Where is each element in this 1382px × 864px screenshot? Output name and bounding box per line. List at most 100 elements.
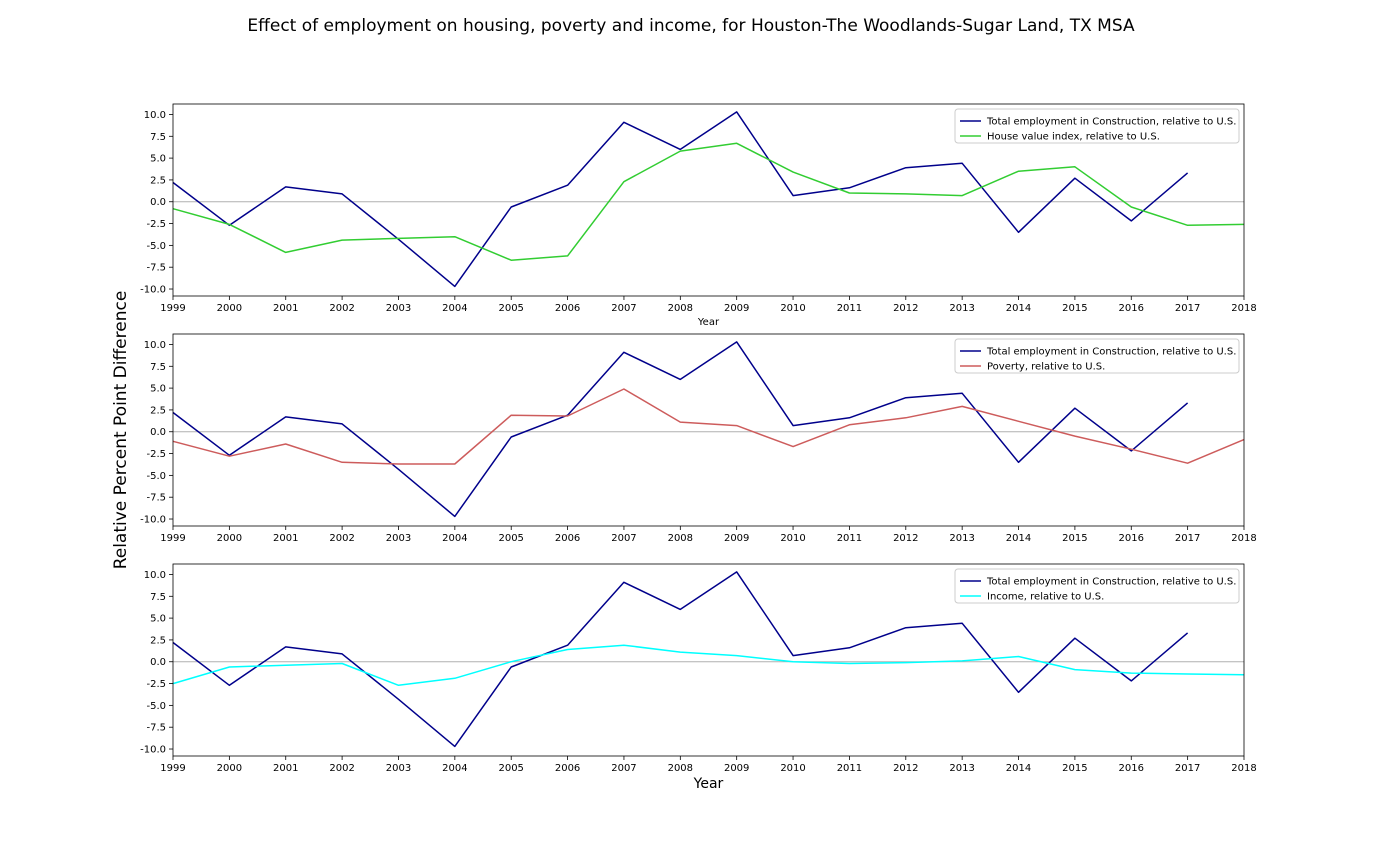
y-tick-label: -10.0 [140,285,166,296]
x-tick-label: 2010 [780,533,805,544]
x-axis-label: Year [697,317,720,328]
x-tick-label: 2001 [273,533,298,544]
y-tick-label: 5.0 [150,154,166,165]
y-tick-label: 5.0 [150,384,166,395]
x-tick-label: 2004 [442,533,467,544]
x-tick-label: 2001 [273,303,298,314]
x-tick-label: 2017 [1175,533,1200,544]
figure-y-axis-label: Relative Percent Point Difference [111,291,131,570]
x-tick-label: 2017 [1175,303,1200,314]
y-tick-label: 2.5 [150,635,166,646]
x-tick-label: 2015 [1062,763,1087,774]
x-tick-label: 2012 [893,533,918,544]
y-tick-label: 10.0 [144,110,166,121]
x-tick-label: 2017 [1175,763,1200,774]
x-tick-label: 2013 [949,533,974,544]
y-tick-label: 7.5 [150,592,166,603]
x-tick-label: 2014 [1006,533,1031,544]
x-tick-label: 2007 [611,303,636,314]
legend-box [954,108,1240,144]
x-tick-label: 2008 [668,303,693,314]
x-tick-label: 2007 [611,533,636,544]
x-tick-label: 2006 [555,763,580,774]
y-tick-label: -2.5 [146,679,166,690]
y-tick-label: -10.0 [140,745,166,756]
x-tick-label: 2002 [329,763,354,774]
series-line-construction-employment [172,111,1189,288]
legend: Total employment in Construction, relati… [954,108,1240,144]
x-tick-label: 2000 [217,303,242,314]
axes-frame [172,563,1245,757]
x-tick-label: 2014 [1006,303,1031,314]
x-tick-label: 2012 [893,763,918,774]
x-tick-label: 2014 [1006,763,1031,774]
x-tick-label: 2015 [1062,533,1087,544]
x-tick-label: 2016 [1119,303,1144,314]
y-tick-label: 5.0 [150,614,166,625]
legend-box [954,568,1240,604]
y-tick-label: 0.0 [150,197,166,208]
x-tick-label: 2016 [1119,533,1144,544]
x-tick-label: 2011 [837,763,862,774]
x-tick-label: 2003 [386,303,411,314]
x-tick-label: 2004 [442,763,467,774]
x-tick-label: 1999 [160,763,185,774]
legend: Total employment in Construction, relati… [954,568,1240,604]
x-axis-label: Year [693,776,724,792]
x-tick-label: 2016 [1119,763,1144,774]
x-tick-label: 2018 [1231,763,1256,774]
x-tick-label: 2015 [1062,303,1087,314]
x-tick-label: 2008 [668,763,693,774]
x-tick-label: 2006 [555,303,580,314]
legend-entry-label: Income, relative to U.S. [987,592,1104,603]
legend-entry-label: Total employment in Construction, relati… [986,117,1236,128]
x-tick-label: 2012 [893,303,918,314]
x-tick-label: 2001 [273,763,298,774]
x-tick-label: 2013 [949,763,974,774]
x-tick-label: 2003 [386,533,411,544]
x-tick-label: 2018 [1231,303,1256,314]
y-tick-label: 0.0 [150,657,166,668]
series-line-comparison [172,142,1245,261]
x-tick-label: 2018 [1231,533,1256,544]
y-tick-label: -2.5 [146,449,166,460]
x-tick-label: 2011 [837,303,862,314]
y-tick-label: -7.5 [146,723,166,734]
legend-box [954,338,1240,374]
y-tick-label: 0.0 [150,427,166,438]
x-tick-label: 2009 [724,533,749,544]
x-tick-label: 2000 [217,763,242,774]
series-line-construction-employment [172,571,1189,748]
x-tick-label: 2006 [555,533,580,544]
x-tick-label: 2013 [949,303,974,314]
series-line-comparison [172,388,1245,465]
y-tick-label: 10.0 [144,570,166,581]
x-tick-label: 1999 [160,303,185,314]
y-tick-label: 7.5 [150,132,166,143]
y-tick-label: 2.5 [150,405,166,416]
series-line-construction-employment [172,341,1189,518]
legend-entry-label: Total employment in Construction, relati… [986,347,1236,358]
y-tick-label: -10.0 [140,515,166,526]
subplot-1: 10.0 7.5 5.0 2.5 0.0 -2.5 -5.0 -7.5 -10.0 1999 200… [140,103,1257,328]
legend: Total employment in Construction, relati… [954,338,1240,374]
x-tick-label: 2002 [329,533,354,544]
x-tick-label: 2009 [724,763,749,774]
subplot-2: 10.0 7.5 5.0 2.5 0.0 -2.5 -5.0 -7.5 -10.0 1999 200… [140,333,1257,544]
axes-frame [172,333,1245,527]
x-tick-label: 2005 [498,763,523,774]
y-tick-label: 10.0 [144,340,166,351]
x-tick-label: 2008 [668,533,693,544]
x-tick-label: 2005 [498,533,523,544]
x-tick-label: 2004 [442,303,467,314]
subplot-3: 10.0 7.5 5.0 2.5 0.0 -2.5 -5.0 -7.5 -10.0 1999 200… [140,563,1257,792]
x-tick-label: 2010 [780,303,805,314]
x-tick-label: 2005 [498,303,523,314]
figure-title: Effect of employment on housing, poverty… [247,16,1135,36]
y-tick-label: -5.0 [146,701,166,712]
x-tick-label: 2010 [780,763,805,774]
x-tick-label: 2002 [329,303,354,314]
y-tick-label: -2.5 [146,219,166,230]
y-tick-label: -5.0 [146,241,166,252]
